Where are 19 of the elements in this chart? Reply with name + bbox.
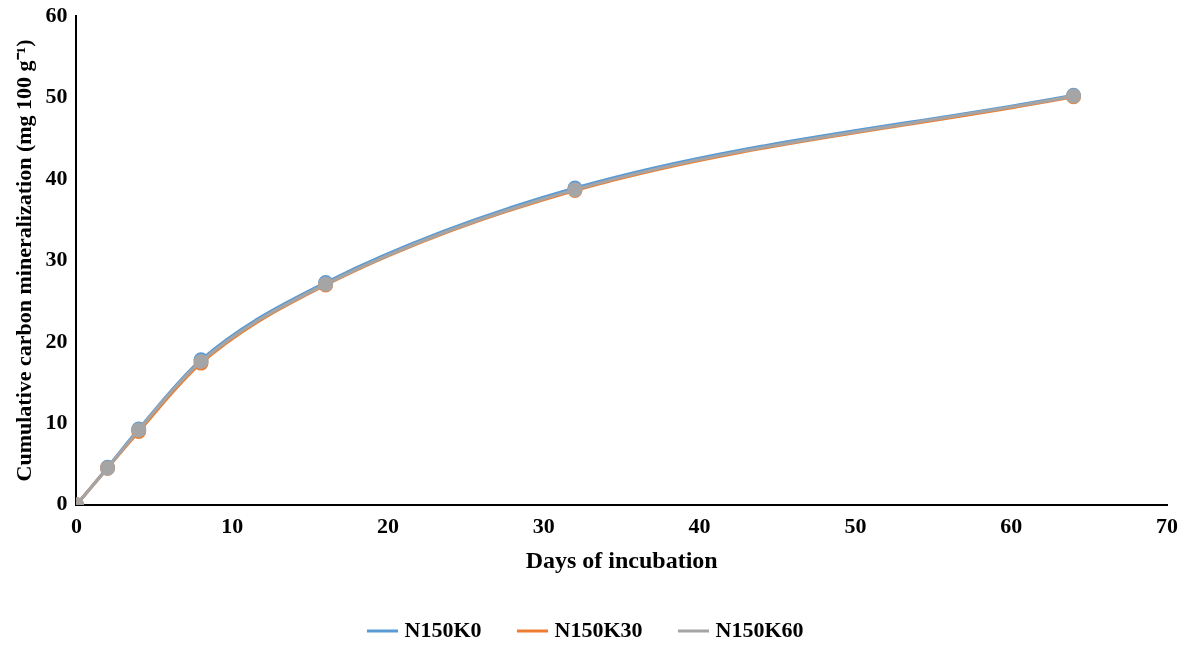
legend-label: N150K30 (554, 616, 643, 642)
x-tick-label: 10 (221, 512, 244, 538)
x-tick-label: 30 (532, 512, 555, 538)
legend-label: N150K60 (715, 616, 804, 642)
y-tick-label: 60 (45, 1, 68, 27)
y-tick-label: 10 (45, 409, 68, 435)
x-tick-label: 50 (844, 512, 867, 538)
x-tick-label: 60 (1000, 512, 1023, 538)
x-tick-label: 70 (1156, 512, 1178, 538)
y-tick-label: 0 (56, 490, 68, 516)
y-tick-label: 20 (45, 327, 68, 353)
x-axis-title: Days of incubation (525, 546, 718, 573)
x-tick-label: 20 (377, 512, 399, 538)
legend-label: N150K0 (404, 616, 482, 642)
x-tick-label: 40 (688, 512, 711, 538)
y-axis-title: Cumulative carbon mineralization (mg 100 g⁻¹) (10, 39, 36, 482)
y-tick-label: 50 (45, 83, 68, 109)
y-tick-label: 30 (45, 246, 68, 272)
y-tick-label: 40 (45, 164, 68, 190)
